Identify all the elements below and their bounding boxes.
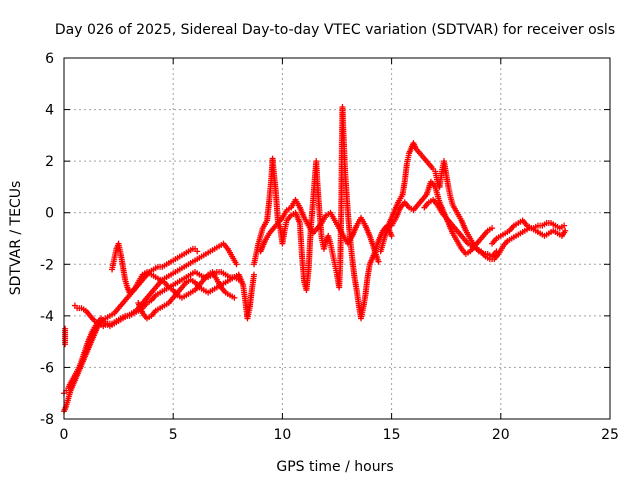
data-point [251, 271, 258, 278]
x-tick-label: 0 [60, 427, 69, 443]
grid-layer [64, 58, 610, 419]
x-axis-label: GPS time / hours [276, 459, 393, 475]
data-point [233, 261, 240, 268]
plot-frame [63, 57, 611, 420]
data-point [388, 232, 395, 239]
series-track-f [251, 103, 395, 322]
x-tick-label: 10 [273, 427, 291, 443]
chart-title: Day 026 of 2025, Sidereal Day-to-day VTE… [55, 22, 615, 38]
x-tick-labels: 0 5 10 15 20 25 [60, 427, 619, 443]
y-axis-label: SDTVAR / TECUs [8, 181, 24, 296]
y-tick-label: 0 [45, 206, 54, 222]
series-track-i [388, 178, 496, 257]
y-tick-label: -2 [40, 257, 54, 273]
y-tick-label: 2 [45, 154, 54, 170]
y-tick-label: -4 [40, 309, 54, 325]
series-track-e [135, 271, 258, 322]
ticks-layer [63, 57, 611, 420]
y-tick-labels: -8 -6 -4 -2 0 2 4 6 [40, 51, 54, 428]
y-tick-label: 6 [45, 51, 54, 67]
data-point [561, 222, 568, 229]
data-point [62, 341, 69, 348]
y-tick-label: -6 [40, 360, 54, 376]
data-points-layer [61, 103, 569, 415]
series-track-j [421, 196, 568, 263]
x-tick-label: 20 [492, 427, 510, 443]
y-tick-label: -8 [40, 412, 54, 428]
data-point [489, 225, 496, 232]
data-point [231, 294, 238, 301]
x-tick-label: 5 [169, 427, 178, 443]
data-point [562, 227, 569, 234]
y-tick-label: 4 [45, 103, 54, 119]
series-track-h [377, 140, 500, 260]
series-track-g [257, 196, 382, 265]
series-isolated [62, 325, 69, 348]
series-track-k [489, 217, 569, 247]
x-tick-label: 15 [383, 427, 401, 443]
data-point [375, 258, 382, 265]
x-tick-label: 25 [601, 427, 619, 443]
data-point [194, 248, 201, 255]
